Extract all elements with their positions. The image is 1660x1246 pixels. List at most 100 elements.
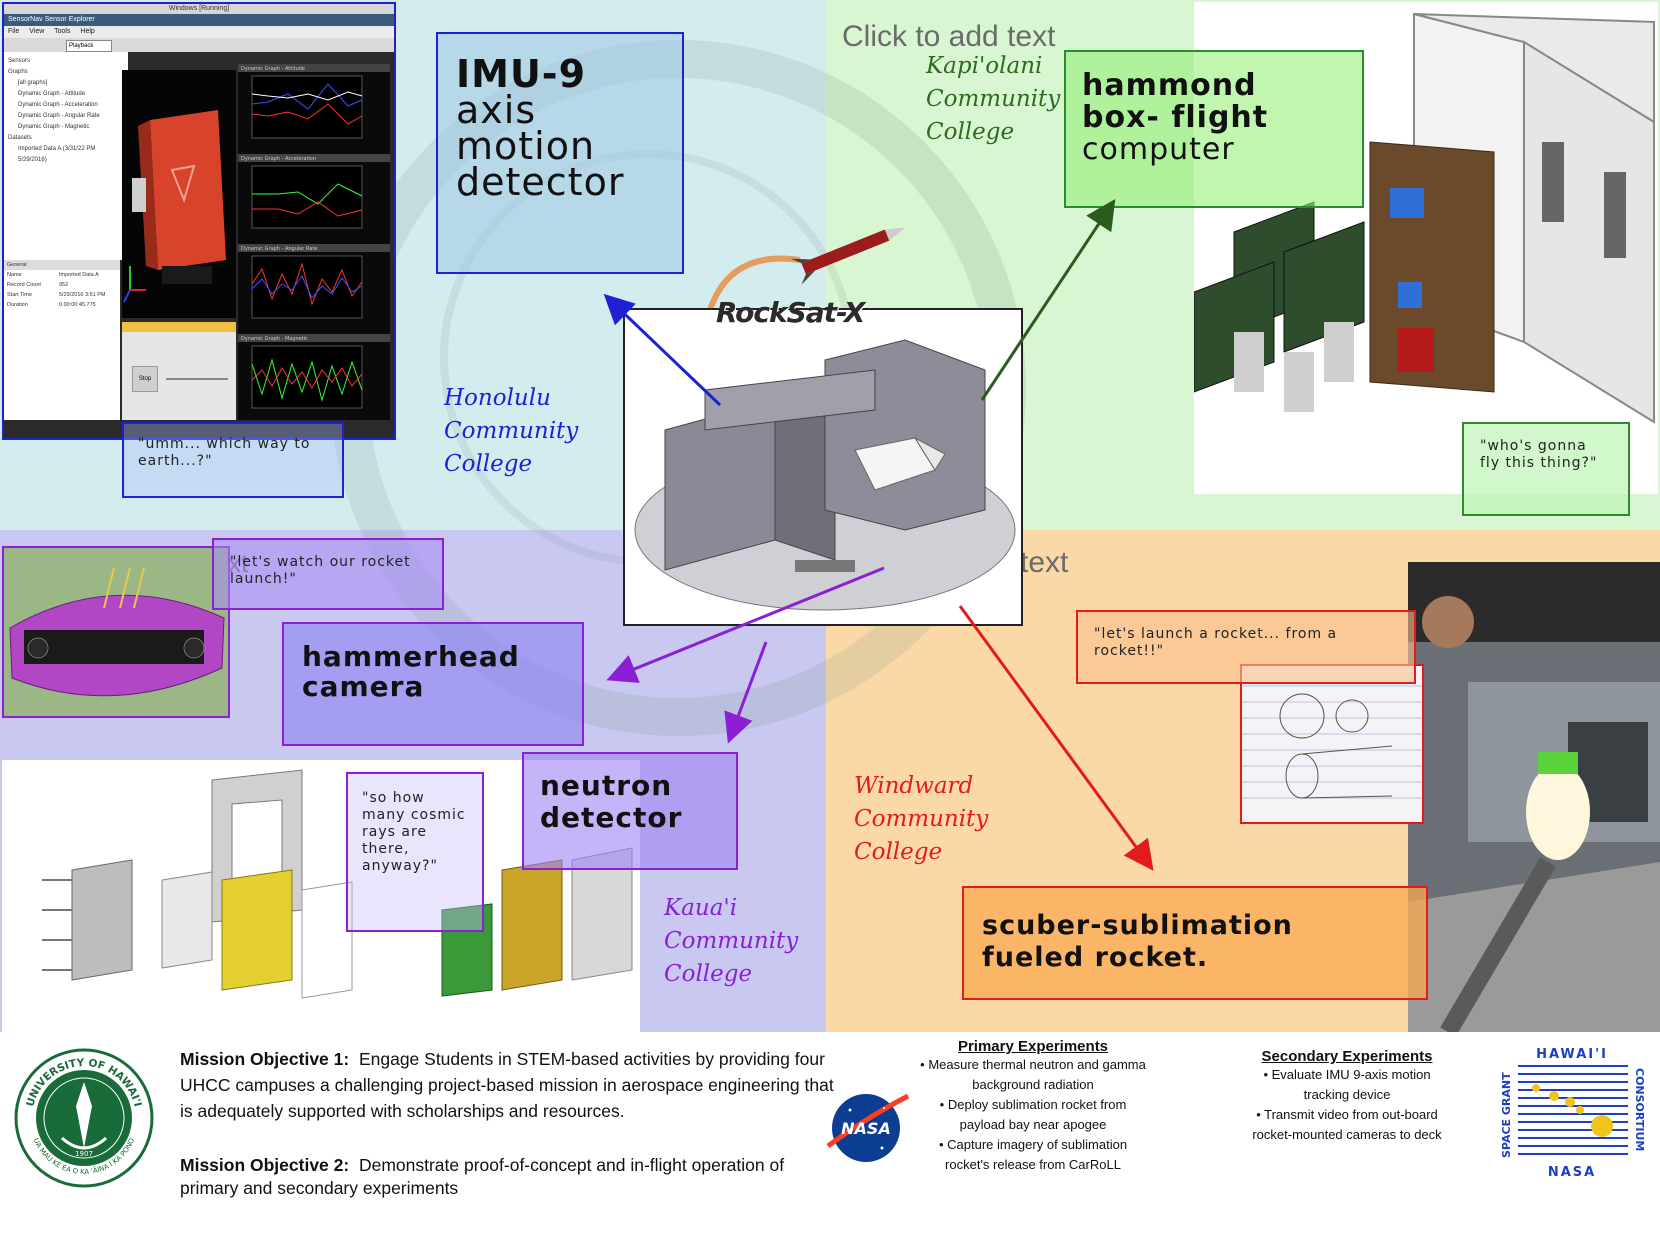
objective-2-text: Demonstrate proof-of-concept and in-flig… [180, 1155, 785, 1198]
tree-item[interactable]: Datasets [8, 135, 32, 141]
add-text-placeholder-bottom[interactable]: text [1020, 546, 1069, 579]
stop-button[interactable]: Stop [132, 366, 158, 392]
college-kauai: Kaua'i Community College [664, 892, 798, 991]
hammond-label-box: hammond box- flight computer [1064, 50, 1364, 208]
college-line: College [926, 119, 1015, 145]
college-kapiolani: Kapi'olani Community College [926, 50, 1060, 149]
nasa-label: NASA [841, 1119, 891, 1138]
menu-help[interactable]: Help [80, 28, 95, 35]
prop-value: 952 [59, 282, 69, 288]
quote-launch: "let's launch a rocket... from a rocket!… [1076, 610, 1416, 684]
hammerhead-line1: hammerhead [302, 640, 520, 673]
secondary-experiment-item: • Transmit video from out-board rocket-m… [1252, 1107, 1442, 1142]
tree-item[interactable]: Imported Data A (3/31/22 PM 5/29/2016) [18, 146, 96, 163]
flight-computer-exploded-view [1193, 12, 1655, 424]
playback-panel: Stop [122, 322, 236, 420]
secondary-experiment-item: • Evaluate IMU 9-axis motion tracking de… [1263, 1067, 1431, 1102]
playback-slider[interactable] [166, 378, 228, 380]
college-line: Windward [854, 773, 974, 799]
college-line: Community [664, 928, 799, 954]
window-title-bar: Windows [Running] [4, 4, 394, 14]
college-honolulu: Honolulu Community College [444, 382, 578, 481]
prop-key: Start Time [7, 292, 33, 298]
uh-seal-year: 1907 [75, 1150, 93, 1158]
hsgc-top: HAWAI'I [1536, 1047, 1608, 1062]
primary-experiment-item: • Deploy sublimation rocket from payload… [939, 1097, 1127, 1132]
toolbar: Playback [4, 38, 394, 52]
prop-value: 5/29/2016 3:51 PM [59, 292, 106, 298]
objective-1-text: Engage Students in STEM-based activities… [180, 1049, 834, 1121]
neutron-detector-exploded-view [42, 769, 633, 999]
prop-key: Duration [7, 302, 28, 308]
arrow-to-hammond [980, 198, 1116, 401]
tree-item[interactable]: Sensors [8, 58, 31, 64]
mission-objective-1: Mission Objective 1: Engage Students in … [180, 1046, 836, 1124]
quote-cosmic: "so how many cosmic rays are there, anyw… [346, 772, 484, 932]
playback-header [122, 322, 236, 332]
arrow-to-hammerhead [606, 566, 885, 683]
quote-fly: "who's gonna fly this thing?" [1462, 422, 1630, 516]
college-line: Community [854, 806, 989, 832]
camera-mount-photo [4, 548, 228, 716]
connector-arrows [603, 198, 1154, 871]
arrow-to-neutron [724, 641, 768, 744]
menu-bar[interactable]: File View Tools Help [4, 26, 394, 38]
college-line: College [854, 839, 943, 865]
project-tree: Sensors Graphs [all graphs] Dynamic Grap… [4, 52, 128, 260]
college-line: College [444, 451, 533, 477]
footer: UNIVERSITY OF HAWAI'I UA MAU KE EA O KA … [0, 1032, 1660, 1246]
primary-experiments: Primary Experiments • Measure thermal ne… [918, 1038, 1148, 1175]
prop-key: Record Count [7, 282, 41, 288]
college-line: Kapi'olani [926, 53, 1043, 79]
add-text-placeholder-top[interactable]: Click to add text [842, 20, 1056, 53]
playback-select[interactable]: Playback [66, 40, 112, 52]
college-line: Honolulu [444, 385, 551, 411]
svg-text:Dynamic Graph - Acceleration: Dynamic Graph - Acceleration [241, 156, 316, 162]
tree-item[interactable]: Dynamic Graph - Attitude [18, 91, 86, 97]
rocket-icon [707, 227, 906, 311]
menu-file[interactable]: File [8, 28, 20, 35]
tree-item[interactable]: Dynamic Graph - Angular Rate [18, 113, 100, 119]
hammond-line1: hammond [1082, 68, 1257, 103]
graph-title: Dynamic Graph - Attitude [241, 66, 305, 72]
tree-item[interactable]: [all graphs] [18, 80, 48, 86]
quote-watch: "let's watch our rocket launch!" [212, 538, 444, 610]
prop-key: Name [7, 272, 22, 278]
college-line: Kaua'i [664, 895, 738, 921]
college-line: College [664, 961, 753, 987]
tree-item[interactable]: Dynamic Graph - Magnetic [18, 124, 90, 130]
prop-value: Imported Data A [59, 272, 99, 278]
prop-value: 0.00:00:45.775 [59, 302, 96, 308]
sensor-explorer-screenshot: Windows [Running] SensorNav Sensor Explo… [2, 2, 396, 440]
app-title: SensorNav Sensor Explorer [4, 14, 394, 26]
dynamic-graphs: Dynamic Graph - Attitude Dynamic Graph -… [238, 64, 390, 409]
neutron-label-box: neutron detector [522, 752, 738, 870]
3d-view [122, 70, 236, 318]
college-line: Community [444, 418, 579, 444]
imu-line3: motion [456, 124, 596, 168]
quote-which-way: "umm... which way to earth...?" [122, 422, 344, 498]
lab-photo [1408, 562, 1660, 1037]
mission-objective-2: Mission Objective 2: Demonstrate proof-o… [180, 1154, 820, 1200]
svg-text:Dynamic Graph - Magnetic: Dynamic Graph - Magnetic [241, 336, 308, 342]
college-line: Community [926, 86, 1061, 112]
menu-tools[interactable]: Tools [54, 28, 71, 35]
scuber-line1: scuber-sublimation [982, 910, 1293, 941]
hammerhead-line2: camera [302, 670, 425, 703]
college-windward: Windward Community College [854, 770, 988, 869]
objective-2-label: Mission Objective 2: [180, 1155, 350, 1175]
neutron-line2: detector [540, 801, 683, 834]
tree-item[interactable]: Graphs [8, 69, 28, 75]
objective-1-label: Mission Objective 1: [180, 1049, 350, 1069]
nasa-logo-icon: NASA [826, 1093, 910, 1162]
hawaii-space-grant-logo-icon: HAWAI'I SPACE GRANT CONSORTIUM NASA [1500, 1047, 1646, 1180]
hammond-line2: box- flight [1082, 100, 1269, 135]
properties-panel: General Name Imported Data A Record Count… [4, 260, 120, 420]
hammerhead-label-box: hammerhead camera [282, 622, 584, 746]
scuber-line2: fueled rocket. [982, 942, 1209, 973]
tree-item[interactable]: Dynamic Graph - Acceleration [18, 102, 98, 108]
secondary-experiments-title: Secondary Experiments [1261, 1048, 1433, 1065]
primary-experiment-item: • Capture imagery of sublimation rocket'… [938, 1137, 1128, 1172]
menu-view[interactable]: View [29, 28, 45, 35]
